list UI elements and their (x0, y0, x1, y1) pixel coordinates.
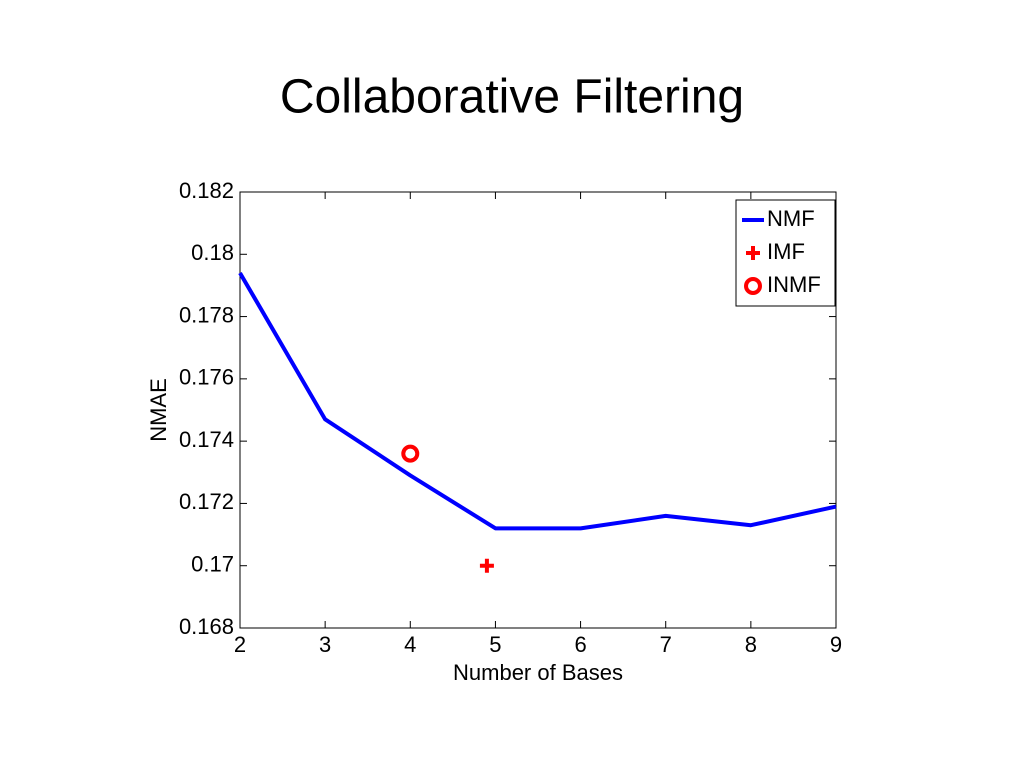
x-tick-label: 9 (830, 632, 842, 657)
y-tick-label: 0.168 (179, 614, 234, 639)
x-tick-label: 7 (660, 632, 672, 657)
x-tick-label: 5 (489, 632, 501, 657)
plus-marker (479, 558, 494, 573)
x-axis-label: Number of Bases (453, 660, 623, 685)
line-series (238, 271, 837, 531)
y-tick-label: 0.174 (179, 427, 234, 452)
x-tick-label: 8 (745, 632, 757, 657)
legend-swatch (746, 246, 760, 260)
x-tick-label: 2 (234, 632, 246, 657)
y-tick-label: 0.176 (179, 365, 234, 390)
y-tick-label: 0.178 (179, 302, 234, 327)
circle-marker (401, 444, 420, 463)
y-tick-label: 0.18 (191, 240, 234, 265)
chart-title: Collaborative Filtering (280, 71, 744, 124)
x-tick-label: 4 (404, 632, 416, 657)
legend-label: NMF (767, 206, 815, 231)
legend-label: IMF (767, 239, 805, 264)
y-tick-label: 0.172 (179, 489, 234, 514)
legend-label: INMF (767, 272, 821, 297)
y-tick-label: 0.182 (179, 178, 234, 203)
x-tick-label: 3 (319, 632, 331, 657)
y-tick-label: 0.17 (191, 552, 234, 577)
x-tick-label: 6 (574, 632, 586, 657)
y-axis-label: NMAE (146, 378, 171, 442)
legend-swatch (744, 277, 762, 295)
